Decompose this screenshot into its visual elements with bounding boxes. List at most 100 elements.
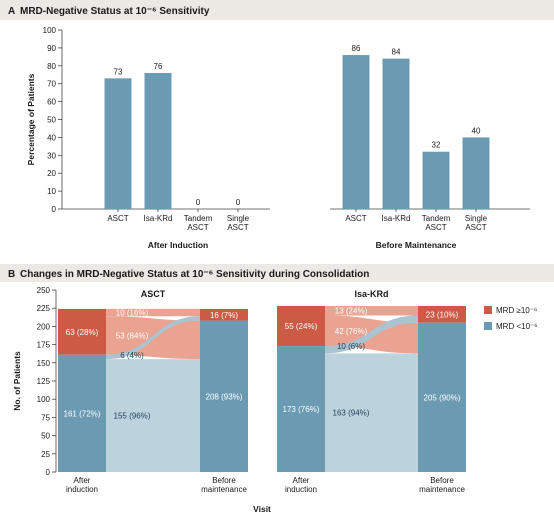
legend-swatch bbox=[484, 306, 492, 314]
bar-value-label: 76 bbox=[154, 62, 163, 71]
after-induction-negative-bar bbox=[58, 354, 106, 472]
bar bbox=[462, 137, 490, 209]
x-category-label: Tandem ASCT bbox=[184, 214, 213, 232]
after-induction-negative-bar bbox=[277, 346, 325, 472]
before-maintenance-negative-label: 205 (90%) bbox=[424, 393, 461, 402]
bar-value-label: 0 bbox=[196, 198, 201, 207]
x-category-label-line: maintenance bbox=[201, 485, 247, 494]
flow-positive-to-positive bbox=[106, 308, 200, 317]
after-induction-positive-label: 63 (28%) bbox=[66, 328, 99, 337]
flow-label-neg-to-neg: 155 (96%) bbox=[114, 412, 151, 421]
flow-label-neg-to-pos: 10 (6%) bbox=[337, 342, 365, 351]
x-category-label: Before maintenance bbox=[201, 476, 247, 494]
bar-value-label: 0 bbox=[236, 198, 241, 207]
panel-a-header bbox=[0, 0, 554, 20]
y-tick-label: 75 bbox=[41, 413, 50, 422]
after-induction-positive-bar bbox=[58, 308, 106, 355]
before-maintenance-negative-bar bbox=[200, 320, 248, 472]
legend-label: MRD <10⁻⁶ bbox=[496, 322, 538, 331]
bar-value-label: 73 bbox=[114, 67, 123, 76]
x-category-label: Single ASCT bbox=[465, 214, 488, 232]
flow-label-neg-to-pos: 6 (4%) bbox=[120, 351, 144, 360]
y-tick-label: 50 bbox=[41, 432, 50, 441]
x-category-label: After induction bbox=[285, 476, 317, 494]
y-tick-label: 80 bbox=[47, 62, 56, 71]
panel-b-letter: B bbox=[8, 269, 15, 280]
y-tick-label: 25 bbox=[41, 450, 50, 459]
after-induction-negative-label: 161 (72%) bbox=[64, 409, 101, 418]
panel-a-letter: A bbox=[8, 6, 15, 17]
x-category-label-line: Tandem bbox=[422, 214, 451, 223]
x-category-label-line: After bbox=[293, 476, 310, 485]
y-tick-label: 125 bbox=[37, 377, 51, 386]
after-induction-positive-bar bbox=[277, 306, 325, 347]
bar-value-label: 86 bbox=[352, 44, 361, 53]
y-tick-label: 20 bbox=[47, 169, 56, 178]
before-maintenance-negative-label: 208 (93%) bbox=[206, 392, 243, 401]
bar bbox=[382, 58, 410, 209]
x-category-label-line: ASCT bbox=[345, 214, 366, 223]
panel-a-title: MRD-Negative Status at 10⁻⁶ Sensitivity bbox=[20, 6, 210, 17]
flow-label-pos-to-pos: 10 (16%) bbox=[116, 309, 149, 318]
group-label: Before Maintenance bbox=[376, 240, 457, 250]
y-tick-label: 0 bbox=[46, 468, 51, 477]
flow-label-neg-to-neg: 163 (94%) bbox=[333, 409, 370, 418]
y-axis-label: Percentage of Patients bbox=[26, 73, 36, 165]
y-tick-label: 150 bbox=[37, 359, 51, 368]
x-category-label-line: Isa-KRd bbox=[382, 214, 411, 223]
flow-negative-to-negative bbox=[106, 359, 200, 472]
y-tick-label: 50 bbox=[47, 116, 56, 125]
y-tick-label: 250 bbox=[37, 286, 51, 295]
panel-a-chart: 0 10 20 30 40 50 60 70 80 90 100 Percentage of Pati… bbox=[26, 26, 530, 250]
x-category-label: After induction bbox=[66, 476, 98, 494]
x-category-label-line: induction bbox=[285, 485, 317, 494]
x-category-label-line: ASCT bbox=[227, 223, 248, 232]
x-category-label: Before maintenance bbox=[419, 476, 465, 494]
after-induction-positive-label: 55 (24%) bbox=[285, 322, 318, 331]
x-category-label-line: maintenance bbox=[419, 485, 465, 494]
bar-value-label: 40 bbox=[472, 126, 481, 135]
x-category-label-line: Isa-KRd bbox=[144, 214, 173, 223]
before-maintenance-positive-bar bbox=[200, 308, 248, 321]
x-category-label-line: Tandem bbox=[184, 214, 213, 223]
subpanel-title: Isa-KRd bbox=[354, 289, 388, 299]
legend-label: MRD ≥10⁻⁶ bbox=[496, 306, 537, 315]
y-axis-label: No. of Patients bbox=[12, 351, 22, 411]
flow-label-pos-to-neg: 42 (76%) bbox=[335, 327, 368, 336]
bar bbox=[144, 72, 172, 210]
y-tick-label: 30 bbox=[47, 151, 56, 160]
y-tick-label: 225 bbox=[37, 304, 51, 313]
panel-b-header bbox=[0, 264, 554, 282]
panel-b-chart: 0 25 50 75 100 125 150 175 200 225 250 No. of Patie… bbox=[12, 286, 538, 514]
x-category-label: ASCT bbox=[107, 214, 128, 223]
flow-negative-to-negative bbox=[325, 353, 418, 472]
bar bbox=[104, 78, 132, 209]
flow-negative-to-positive bbox=[106, 316, 200, 360]
y-tick-label: 0 bbox=[52, 205, 57, 214]
x-category-label: Isa-KRd bbox=[382, 214, 411, 223]
before-maintenance-positive-bar bbox=[418, 306, 466, 323]
x-category-label: Single ASCT bbox=[227, 214, 250, 232]
y-tick-label: 90 bbox=[47, 44, 56, 53]
subpanel-title: ASCT bbox=[141, 289, 166, 299]
x-category-label-line: Single bbox=[465, 214, 488, 223]
x-category-label-line: After bbox=[74, 476, 91, 485]
before-maintenance-positive-label: 23 (10%) bbox=[426, 310, 459, 319]
y-tick-label: 200 bbox=[37, 322, 51, 331]
flow-negative-to-positive bbox=[325, 315, 418, 354]
group-label: After Induction bbox=[148, 240, 208, 250]
y-tick-label: 100 bbox=[37, 395, 51, 404]
bar bbox=[342, 55, 370, 210]
flow-label-pos-to-pos: 13 (24%) bbox=[335, 307, 368, 316]
x-axis-label: Visit bbox=[253, 504, 271, 514]
bar bbox=[422, 151, 450, 209]
x-category-label-line: ASCT bbox=[187, 223, 208, 232]
x-category-label-line: Single bbox=[227, 214, 250, 223]
x-category-label-line: Before bbox=[212, 476, 236, 485]
y-tick-label: 10 bbox=[47, 187, 56, 196]
flow-label-pos-to-neg: 53 (84%) bbox=[116, 332, 149, 341]
y-tick-label: 40 bbox=[47, 133, 56, 142]
before-maintenance-negative-bar bbox=[418, 322, 466, 472]
